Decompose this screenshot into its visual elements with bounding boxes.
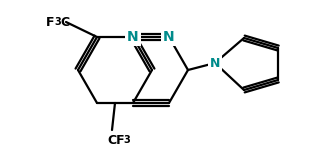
Text: N: N xyxy=(163,30,175,44)
Text: N: N xyxy=(210,56,220,69)
Text: N: N xyxy=(127,30,139,44)
Text: 3: 3 xyxy=(123,135,130,145)
Text: F: F xyxy=(46,16,55,29)
Text: CF: CF xyxy=(107,133,125,146)
Text: C: C xyxy=(60,16,69,29)
Text: 3: 3 xyxy=(54,17,61,27)
